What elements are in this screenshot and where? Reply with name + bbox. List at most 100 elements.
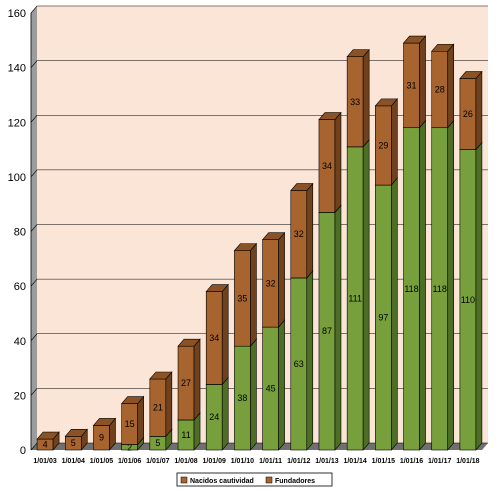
bar-side	[137, 395, 144, 446]
bar-top	[402, 35, 427, 44]
floor	[31, 443, 488, 450]
data-label: 35	[237, 293, 247, 303]
legend: Nacidos cautividad Fundadores	[176, 472, 333, 487]
bar-top	[431, 43, 455, 52]
legend-swatch-nacidos	[180, 476, 188, 484]
data-label: 31	[407, 80, 417, 90]
x-tick-label: 1/01/07	[146, 458, 169, 465]
x-axis-ticks: 1/01/03 1/01/04 1/01/05 1/01/06 1/01/07 1/01/…	[33, 458, 479, 465]
bar-side	[391, 177, 398, 451]
x-tick-label: 1/01/13	[315, 458, 338, 465]
y-tick-label: 100	[8, 172, 26, 184]
bar-side	[391, 98, 398, 186]
bar-top	[149, 371, 173, 380]
bar-side	[419, 35, 426, 129]
bar-side	[165, 371, 173, 438]
back-wall	[31, 6, 488, 450]
y-tick-label: 0	[20, 445, 26, 457]
x-tick-label: 1/01/08	[174, 458, 197, 465]
x-tick-label: 1/01/17	[428, 458, 451, 465]
y-tick-label: 80	[14, 227, 26, 239]
y-tick-label: 60	[14, 281, 26, 293]
bar-side	[306, 182, 314, 279]
bar-side	[334, 204, 342, 451]
bar-top	[205, 284, 229, 292]
y-tick-label: 160	[8, 8, 26, 20]
bar-top	[290, 183, 314, 191]
bar-top	[177, 338, 201, 347]
legend-label-fundadores: Fundadores	[275, 478, 315, 485]
x-tick-label: 1/01/18	[456, 458, 479, 465]
bar-side	[221, 283, 229, 386]
bar-side	[250, 338, 257, 451]
bars: 0405092155211127243438354532633287341113…	[36, 35, 483, 452]
y-tick-label: 20	[14, 390, 26, 402]
bar-top	[64, 429, 88, 437]
x-tick-label: 1/01/06	[118, 458, 141, 465]
x-tick-label: 1/01/09	[203, 458, 226, 465]
data-label: 11	[181, 430, 190, 440]
data-label: 45	[266, 384, 276, 394]
data-label: 32	[294, 229, 304, 239]
bar-side	[306, 270, 314, 451]
bar-side	[334, 111, 342, 214]
bar-top	[92, 418, 117, 426]
x-tick-label: 1/01/16	[400, 458, 423, 465]
data-label: 110	[461, 295, 475, 305]
data-label: 21	[153, 403, 163, 413]
bar-side	[419, 119, 426, 451]
data-label: 33	[350, 97, 360, 107]
data-label: 29	[378, 140, 388, 150]
data-label: 111	[348, 293, 362, 303]
data-label: 5	[155, 438, 160, 448]
x-tick-label: 1/01/12	[287, 458, 310, 465]
bar-side	[475, 70, 483, 151]
data-label: 28	[435, 84, 445, 94]
bar-top	[261, 232, 286, 240]
data-label: 34	[209, 333, 219, 343]
data-label: 118	[433, 284, 447, 294]
bar-side	[278, 319, 285, 451]
x-tick-label: 1/01/04	[62, 458, 85, 465]
data-label: 97	[378, 313, 388, 323]
data-label: 32	[266, 278, 276, 288]
y-axis-ticks: 0 20 40 60 80 100 120 140 160	[8, 8, 26, 457]
bar-top	[346, 49, 370, 58]
y-tick-label: 140	[8, 63, 26, 75]
bar-top	[459, 71, 483, 79]
x-tick-label: 1/01/14	[343, 458, 366, 465]
legend-swatch-fundadores	[265, 476, 273, 484]
bar-side	[447, 43, 455, 129]
data-label: 38	[237, 393, 247, 403]
x-tick-label: 1/01/03	[33, 458, 56, 465]
bar-top	[36, 431, 60, 440]
data-label: 2	[127, 442, 132, 452]
x-tick-label: 1/01/10	[231, 458, 254, 465]
bar-side	[250, 242, 257, 348]
data-label: 27	[181, 378, 191, 388]
legend-box	[176, 472, 333, 487]
x-tick-label: 1/01/05	[90, 458, 113, 465]
data-label: 5	[71, 438, 76, 448]
bar-side	[447, 119, 455, 451]
bar-side	[221, 376, 229, 451]
bar-side	[362, 139, 370, 451]
chart-background	[30, 6, 488, 450]
data-label: 34	[322, 161, 332, 171]
bar-side	[278, 231, 285, 328]
data-label: 9	[99, 433, 104, 443]
bar-side	[193, 338, 201, 421]
data-label: 15	[125, 419, 135, 429]
bar-top	[121, 396, 145, 404]
bar-top	[233, 243, 258, 251]
data-label: 118	[404, 284, 418, 294]
gridline	[30, 60, 488, 68]
bar-side	[475, 141, 483, 451]
data-label: 4	[43, 440, 48, 450]
bar-top	[318, 112, 342, 120]
bar-top	[374, 98, 398, 107]
x-tick-label: 1/01/15	[372, 458, 395, 465]
gridline	[30, 5, 488, 14]
x-tick-label: 1/01/11	[259, 458, 282, 465]
